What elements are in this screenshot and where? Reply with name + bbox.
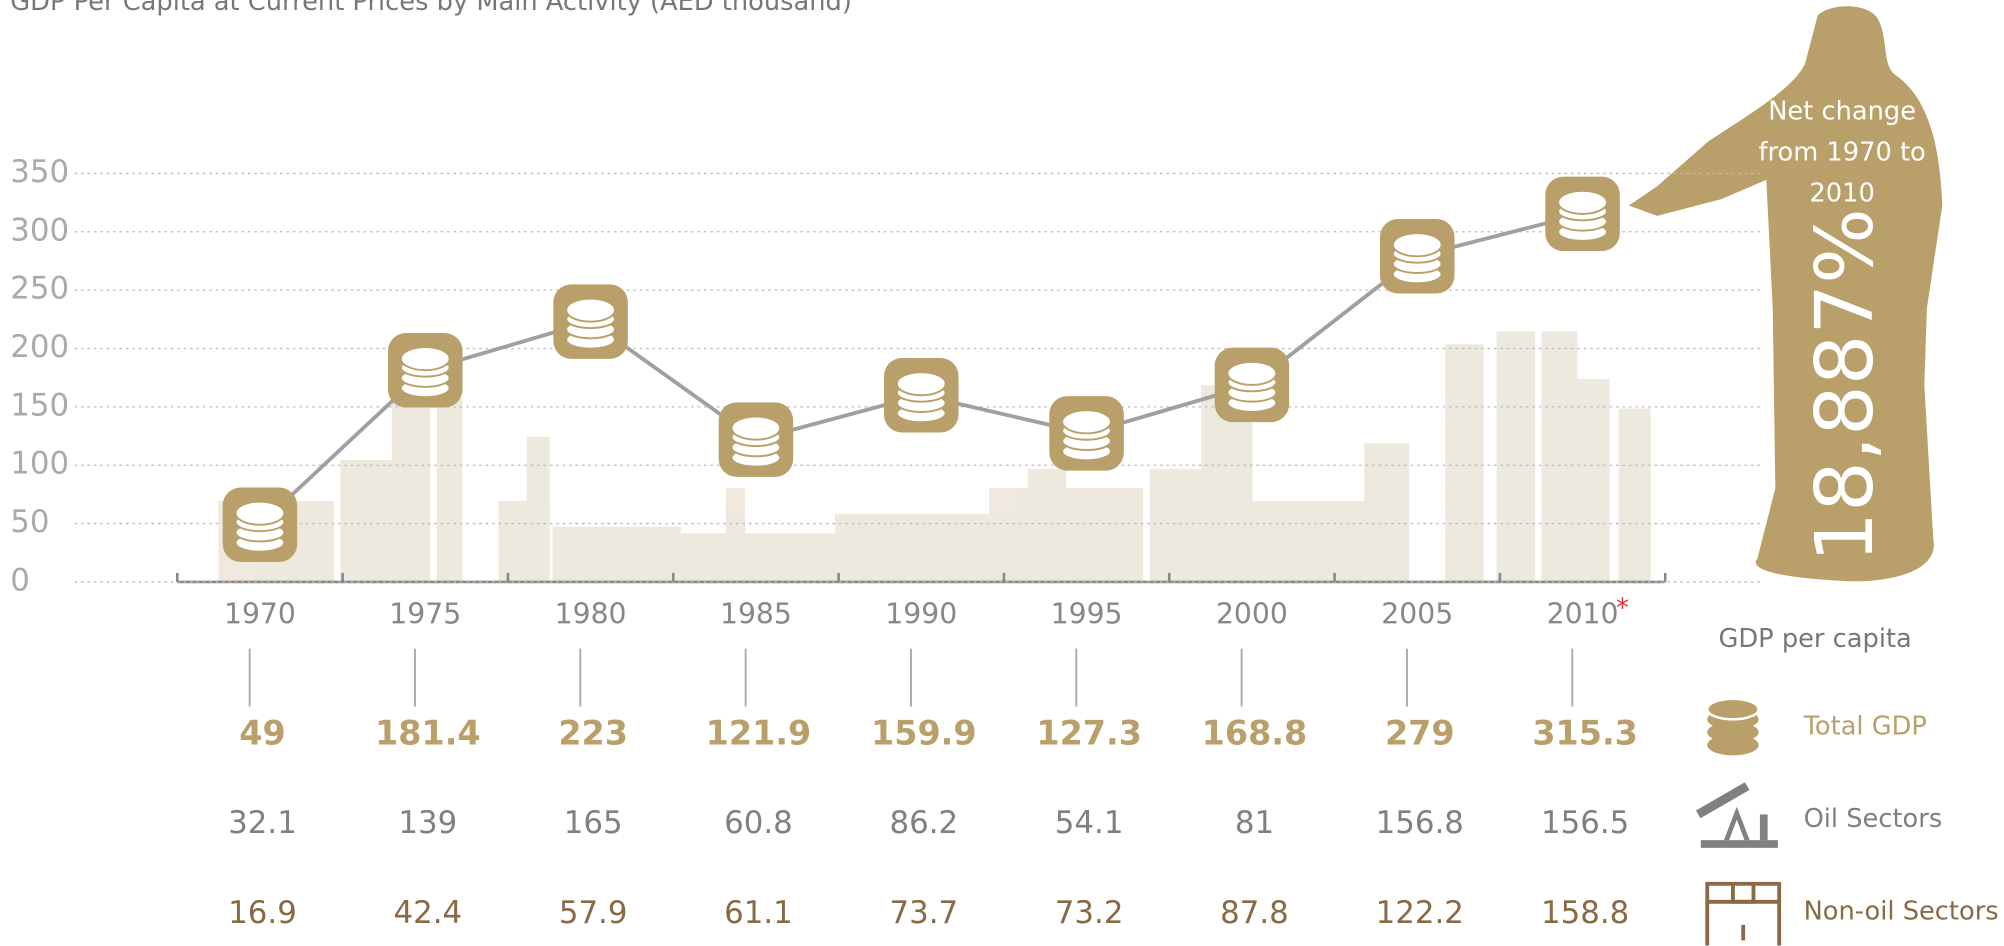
net-change-value: 18,887% — [1798, 208, 1891, 562]
page: 18,887% GDP Per Capita at Current Prices… — [0, 0, 2004, 946]
coin-decor — [566, 299, 615, 322]
coin-decor — [236, 502, 285, 525]
coin-decor — [401, 347, 450, 370]
coin-decor — [1062, 410, 1111, 433]
table-value: 139 — [398, 805, 457, 841]
x-tick-label: 1990 — [885, 597, 957, 630]
coin-decor — [897, 372, 946, 395]
legend-icons — [1696, 699, 1779, 946]
table-value: 57.9 — [559, 895, 628, 931]
x-tick-label: 1975 — [389, 597, 461, 630]
table-value: 165 — [564, 805, 623, 841]
table-value: 87.8 — [1220, 895, 1289, 931]
x-tick-label: 1995 — [1051, 597, 1123, 630]
x-tick-label: 1985 — [720, 597, 792, 630]
y-tick-label: 300 — [10, 212, 69, 248]
table-value: 86.2 — [889, 805, 958, 841]
table-value: 61.1 — [724, 895, 793, 931]
table-value: 73.2 — [1055, 895, 1124, 931]
table-value: 73.7 — [889, 895, 958, 931]
legend-title: GDP per capita — [1718, 624, 1911, 654]
table-value: 181.4 — [375, 713, 481, 752]
table-value: 49 — [239, 713, 285, 752]
legend-label: Non-oil Sectors — [1804, 897, 1999, 927]
legend-label: Oil Sectors — [1804, 804, 1943, 834]
table-value: 42.4 — [394, 895, 463, 931]
table-value: 127.3 — [1036, 713, 1142, 752]
table-value: 81 — [1235, 805, 1274, 841]
footnote-marker: * — [1616, 593, 1629, 623]
y-tick-label: 0 — [10, 562, 30, 598]
table-value: 122.2 — [1376, 895, 1464, 931]
table-value: 32.1 — [228, 805, 297, 841]
y-tick-label: 150 — [10, 387, 69, 423]
coin-decor — [1227, 362, 1276, 385]
table-value: 315.3 — [1532, 713, 1638, 752]
table-value: 156.8 — [1376, 805, 1464, 841]
table-value: 168.8 — [1202, 713, 1308, 752]
y-tick-label: 100 — [10, 446, 69, 482]
legend-label: Total GDP — [1803, 712, 1927, 742]
table-value: 223 — [558, 713, 628, 752]
x-tick-label: 1980 — [555, 597, 627, 630]
stage: 18,887% GDP Per Capita at Current Prices… — [0, 0, 2004, 945]
table-value: 279 — [1385, 713, 1455, 752]
table-value: 121.9 — [706, 713, 812, 752]
chart-title: GDP Per Capita at Current Prices by Main… — [10, 0, 852, 17]
table-value: 159.9 — [871, 713, 977, 752]
table-value: 158.8 — [1541, 895, 1629, 931]
table-value: 60.8 — [724, 805, 793, 841]
x-tick-label: 2010 — [1547, 597, 1619, 630]
table-value: 156.5 — [1541, 805, 1629, 841]
chart: 18,887% GDP Per Capita at Current Prices… — [0, 0, 2004, 945]
y-tick-label: 50 — [10, 504, 49, 540]
table-value: 54.1 — [1055, 805, 1124, 841]
coin-decor — [732, 417, 781, 440]
x-tick-label: 1970 — [224, 597, 296, 630]
x-tick-label: 2000 — [1216, 597, 1288, 630]
coin-decor — [1558, 191, 1607, 214]
y-tick-label: 350 — [10, 154, 69, 190]
y-tick-label: 250 — [10, 271, 69, 307]
coin-decor — [1393, 233, 1442, 256]
table-value: 16.9 — [228, 895, 297, 931]
x-tick-label: 2005 — [1381, 597, 1453, 630]
net-change-label: Net change from 1970 to 2010 — [1755, 90, 1930, 213]
y-tick-label: 200 — [10, 329, 69, 365]
